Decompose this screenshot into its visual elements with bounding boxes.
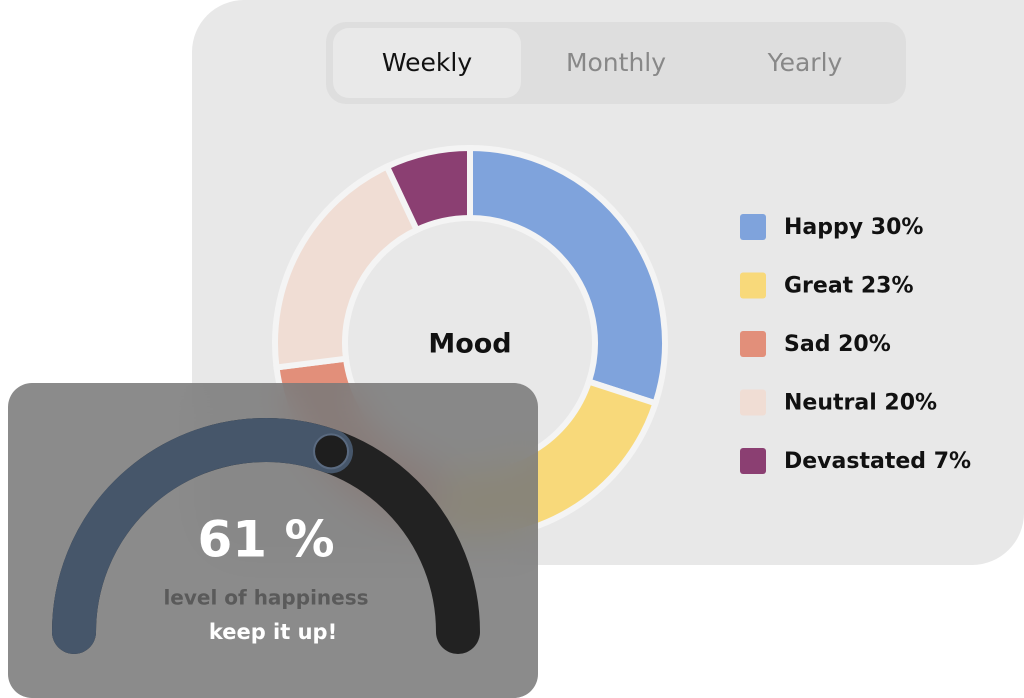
gauge-fill bbox=[52, 418, 354, 654]
legend-swatch bbox=[740, 272, 766, 299]
tab[interactable]: Yearly bbox=[767, 48, 843, 77]
legend-value: 7% bbox=[934, 449, 971, 474]
donut-title: Mood bbox=[428, 329, 511, 360]
legend-swatch bbox=[740, 448, 766, 474]
legend-name: Neutral bbox=[784, 391, 877, 416]
legend-value: 30% bbox=[871, 215, 924, 240]
tab[interactable]: Weekly bbox=[333, 28, 521, 98]
legend-swatch bbox=[740, 389, 766, 416]
legend-name: Happy bbox=[784, 215, 863, 240]
gauge-knob bbox=[313, 433, 350, 470]
legend-entry: Happy 30% bbox=[784, 215, 923, 240]
donut-segment bbox=[272, 162, 421, 371]
donut-segment bbox=[382, 144, 473, 234]
tab[interactable]: Monthly bbox=[565, 48, 667, 77]
legend-entry: Neutral 20% bbox=[784, 391, 937, 416]
legend-entry: Sad 20% bbox=[784, 332, 891, 357]
legend-name: Great bbox=[784, 274, 854, 299]
legend-entry: Great 23% bbox=[784, 274, 914, 299]
legend-name: Devastated bbox=[784, 449, 926, 474]
gauge-value: 61 % bbox=[197, 511, 334, 569]
legend-name: Sad bbox=[784, 332, 830, 357]
legend-value: 20% bbox=[884, 391, 937, 416]
donut-segment bbox=[467, 144, 668, 408]
legend-value: 23% bbox=[861, 274, 914, 299]
period-tabs: Weekly Monthly Yearly bbox=[326, 22, 906, 104]
legend-swatch bbox=[740, 214, 766, 240]
gauge-subtitle: level of happiness bbox=[163, 586, 368, 610]
legend-value: 20% bbox=[838, 332, 891, 357]
legend-entry: Devastated 7% bbox=[784, 449, 971, 474]
legend-swatch bbox=[740, 331, 766, 357]
gauge-caption: keep it up! bbox=[209, 620, 337, 644]
